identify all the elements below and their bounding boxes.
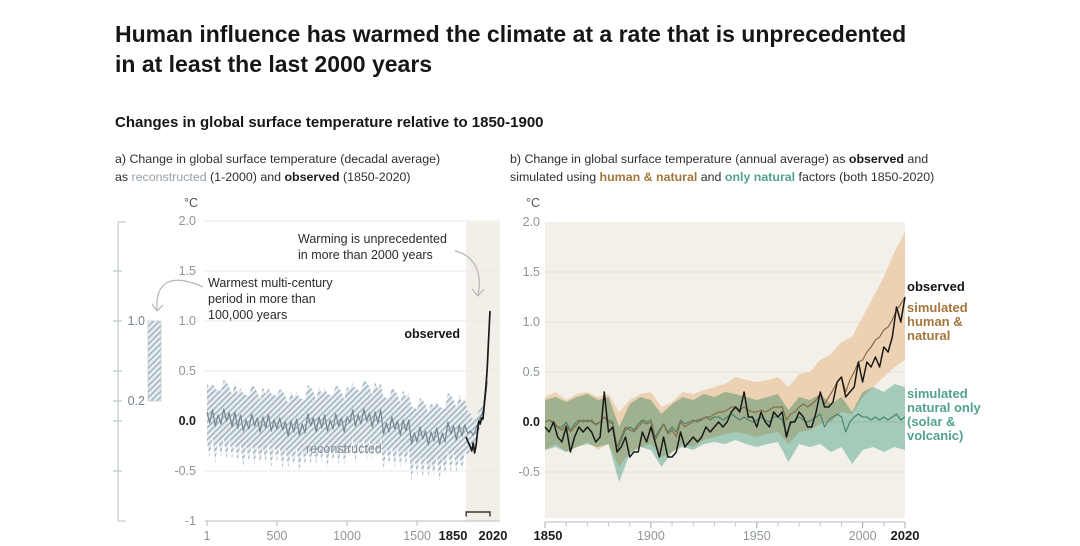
arrowhead-icon [471,288,485,297]
panel-a-caption: a) Change in global surface temperature … [115,151,515,186]
x-tick-label: 1850 [534,528,563,543]
annotation-warmest-period: Warmest multi-century period in more tha… [208,276,333,322]
figure-title: Human influence has warmed the climate a… [115,21,907,77]
legend-simulated-human-natural: simulated human & natural [907,300,968,344]
y-tick-label: 0.5 [523,365,540,379]
y-tick-label: -1 [185,514,196,528]
caption-b-observed-word: observed [848,152,904,166]
caption-a-text-3: (1850-2020) [339,169,411,184]
arrowhead-icon [151,303,164,312]
caption-a-text: a) Change in global surface temperature … [115,152,441,184]
reference-tick-label: 0.2 [128,394,145,408]
y-tick-label: 1.0 [523,315,540,329]
panel-b-chart: 1850 1900 1950 2000 2020 2.0 1.5 1.0 0.5 0.0 -0.5 [518,215,920,543]
caption-a-text-2: (1-2000) and [206,169,285,184]
panel-a-observed-label: observed [404,327,460,341]
current-warming-reference-bar [147,320,162,402]
x-tick-label: 1900 [637,529,665,543]
arrow-to-reference-bar [156,279,204,311]
panel-a-unit-label: °C [183,196,198,210]
series-line [544,296,906,448]
y-tick-label: 2.0 [523,215,540,229]
caption-b-text-2: and simulated using [510,152,929,184]
panel-b-unit-label: °C [525,196,540,210]
reference-axis-caps [118,221,126,522]
caption-a-reconstructed-word: reconstructed [131,169,207,184]
series-line [544,296,906,458]
legend-simulated-natural-only: simulated natural only (solar & volcanic… [907,386,981,444]
legend-observed: observed [907,279,965,294]
y-tick-label: 0.0 [523,415,540,429]
caption-b-text-4: factors (both 1850-2020) [795,169,935,184]
x-tick-label: 1000 [333,529,361,543]
uncertainty-band [545,384,905,482]
x-tick-label: 2020 [891,528,920,543]
caption-b-human-natural-word: human & natural [599,169,698,184]
x-tick-label: 1 [204,529,211,543]
y-tick-label: 0.5 [179,364,196,378]
y-tick-label: 0.0 [179,414,196,428]
x-tick-label: 1950 [743,529,771,543]
y-tick-label: -0.5 [174,464,196,478]
panel-a-reconstructed-label: reconstructed [306,442,382,456]
y-tick-label: -0.5 [518,465,540,479]
observed-line-panel-a [465,310,491,454]
y-tick-label: 1.5 [179,264,196,278]
x-tick-label: 1850 [439,528,468,543]
arrow-to-observed-spike [454,250,480,296]
panel-a-chart: 1 500 1000 1500 1850 20202.01.51.00.50.0-0.5-… [113,214,508,543]
x-tick-label: 500 [267,529,288,543]
x-tick-label: 2000 [849,529,877,543]
y-tick-label: 1.5 [523,265,540,279]
caption-b-text: b) Change in global surface temperature … [510,152,849,166]
reconstructed-uncertainty-band [207,374,488,481]
y-tick-label: 1.0 [179,314,196,328]
caption-b-only-natural-word: only natural [724,169,796,184]
figure-subtitle: Changes in global surface temperature re… [115,114,544,131]
x-tick-label: 2020 [479,528,508,543]
caption-a-observed-word: observed [284,169,340,184]
y-tick-label: 2.0 [179,214,196,228]
caption-b-text-3: and [697,169,725,184]
x-tick-label: 1500 [403,529,431,543]
annotation-warming-unprecedented: Warming is unprecedented in more than 20… [298,232,447,262]
reference-tick-label: 1.0 [128,314,145,328]
panel-b-caption: b) Change in global surface temperature … [510,151,985,186]
reconstructed-line [206,380,488,446]
observed-span-bracket [465,511,491,517]
